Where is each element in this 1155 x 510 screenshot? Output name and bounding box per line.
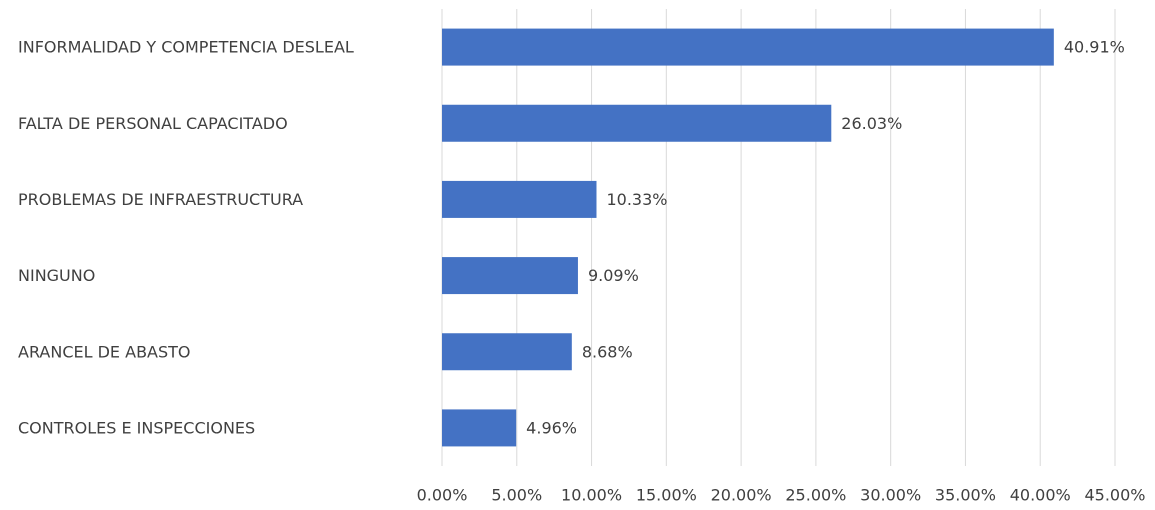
bar [442,409,517,447]
bar [442,333,572,371]
x-tick-label: 25.00% [785,486,846,505]
x-tick-label: 10.00% [561,486,622,505]
category-label: NINGUNO [18,266,95,285]
bar [442,257,578,295]
value-label: 26.03% [841,114,902,133]
x-tick-label: 20.00% [711,486,772,505]
x-tick-label: 15.00% [636,486,697,505]
x-tick-label: 5.00% [491,486,542,505]
value-label: 40.91% [1064,38,1125,57]
value-label: 8.68% [582,342,633,361]
x-tick-label: 40.00% [1010,486,1071,505]
category-label: CONTROLES E INSPECCIONES [18,418,255,437]
value-label: 4.96% [526,418,577,437]
x-tick-label: 30.00% [860,486,921,505]
category-label: ARANCEL DE ABASTO [18,342,191,361]
bar [442,180,597,218]
x-tick-label: 35.00% [935,486,996,505]
category-label: PROBLEMAS DE INFRAESTRUCTURA [18,190,303,209]
category-label: FALTA DE PERSONAL CAPACITADO [18,114,288,133]
x-tick-label: 45.00% [1084,486,1145,505]
category-label: INFORMALIDAD Y COMPETENCIA DESLEAL [18,38,354,57]
bar [442,104,832,142]
x-tick-label: 0.00% [417,486,468,505]
value-label: 9.09% [588,266,639,285]
value-label: 10.33% [606,190,667,209]
bar [442,28,1054,66]
